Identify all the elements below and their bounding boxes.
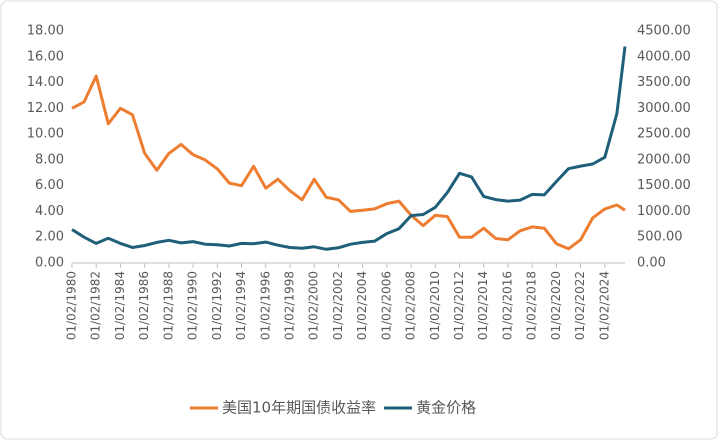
x-tick-label: 01/02/2020 [549,271,563,340]
x-tick-label: 01/02/1998 [282,271,296,340]
y2-tick-label: 3500.00 [637,75,691,90]
y-tick-label: 18.00 [27,24,64,39]
x-tick-label: 01/02/2006 [379,271,393,340]
y2-tick-label: 500.00 [637,230,683,245]
y2-tick-label: 2000.00 [637,152,691,167]
x-tick-label: 01/02/2016 [500,271,514,340]
y2-tick-label: 4500.00 [637,24,691,39]
x-tick-label: 01/02/2002 [331,271,345,340]
x-tick-label: 01/02/1994 [234,271,248,340]
x-tick-label: 01/02/2000 [307,271,321,340]
y-tick-label: 2.00 [35,230,64,245]
y-tick-label: 12.00 [27,101,64,116]
x-tick-label: 01/02/1990 [186,271,200,340]
y-tick-label: 0.00 [35,256,64,271]
y-tick-label: 14.00 [27,75,64,90]
y2-tick-label: 0.00 [637,256,666,271]
x-tick-label: 01/02/2018 [525,271,539,340]
y-tick-label: 6.00 [35,178,64,193]
y-tick-label: 10.00 [27,127,64,142]
y2-tick-label: 1500.00 [637,178,691,193]
series-line [71,46,627,251]
x-tick-label: 01/02/2012 [452,271,466,340]
x-tick-label: 01/02/2008 [404,271,418,340]
legend-label: 美国10年期国债收益率 [222,399,376,417]
y-tick-label: 4.00 [35,204,64,219]
x-tick-label: 01/02/1992 [210,271,224,340]
x-tick-label: 01/02/2022 [573,271,587,340]
x-tick-label: 01/02/2004 [355,271,369,340]
y-tick-label: 16.00 [27,49,64,64]
y2-tick-label: 2500.00 [637,127,691,142]
x-tick-label: 01/02/2024 [597,271,611,340]
series-line [71,74,626,251]
x-tick-label: 01/02/1986 [137,271,151,340]
x-tick-label: 01/02/1984 [113,271,127,340]
x-tick-label: 01/02/1988 [161,271,175,340]
x-tick-label: 01/02/1982 [89,271,103,340]
x-tick-label: 01/02/2010 [428,271,442,340]
y-tick-label: 8.00 [35,152,64,167]
y2-tick-label: 3000.00 [637,101,691,116]
x-tick-label: 01/02/1980 [65,271,79,340]
x-tick-label: 01/02/1996 [258,271,272,340]
y2-tick-label: 1000.00 [637,204,691,219]
x-tick-label: 01/02/2014 [476,271,490,340]
y2-tick-label: 4000.00 [637,49,691,64]
legend-label: 黄金价格 [416,399,476,417]
